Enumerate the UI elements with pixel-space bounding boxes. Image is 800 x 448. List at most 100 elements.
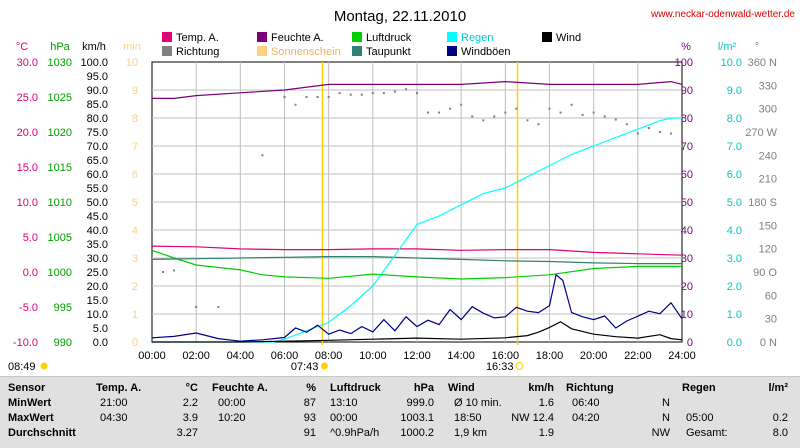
richtung-point — [526, 119, 529, 122]
time-tick-label: 06:00 — [271, 350, 299, 362]
richtung-point — [360, 93, 363, 96]
feuchte-a-line — [152, 80, 683, 100]
temp-tick-label: 25.0 — [17, 92, 38, 104]
header-direction: Richtung — [566, 382, 614, 394]
legend: Temp. A. Feuchte A. Luftdruck Regen Wind Rich… — [162, 32, 581, 58]
direction-tick-label: 330 — [759, 80, 777, 92]
richtung-point — [559, 111, 562, 114]
temp-value: 3.27 — [176, 427, 198, 439]
temp-tick-label: -10.0 — [13, 337, 38, 349]
sun-tick-label: 9 — [132, 85, 138, 97]
wind-time: Ø 10 min. — [454, 397, 502, 409]
richtung-point — [173, 269, 176, 272]
richtung-point — [614, 118, 617, 121]
sunshine-hours-label: 08:49 — [8, 361, 36, 373]
sun-tick-label: 1 — [132, 309, 138, 321]
pressure-value: 1003.1 — [400, 412, 434, 424]
richtung-point — [371, 92, 374, 95]
axes: 30.025.020.015.010.05.00.0-5.0-10.010301… — [8, 41, 778, 373]
direction-value: N — [662, 397, 670, 409]
time-tick-label: 20:00 — [580, 350, 608, 362]
legend-label: Wind — [556, 32, 581, 44]
wind-axis-unit: km/h — [82, 41, 106, 53]
sun-tick-label: 6 — [132, 169, 138, 181]
sunset-icon — [515, 362, 524, 370]
direction-tick-label: 150 — [759, 220, 777, 232]
weather-chart: Montag, 22.11.2010 www.neckar-odenwald-w… — [8, 8, 795, 373]
rain-tick-label: 0.0 — [727, 337, 742, 349]
legend-swatch — [447, 32, 457, 42]
humidity-tick-label: 30 — [681, 253, 693, 265]
temp-time: 21:00 — [100, 397, 128, 409]
legend-label: Windböen — [461, 46, 511, 58]
wind-tick-label: 65.0 — [87, 155, 108, 167]
wind-tick-label: 95.0 — [87, 71, 108, 83]
richtung-point — [570, 103, 573, 106]
richtung-point — [647, 127, 650, 130]
humidity-tick-label: 0 — [687, 337, 693, 349]
humidity-value: 91 — [303, 427, 316, 439]
wind-tick-label: 50.0 — [87, 197, 108, 209]
wind-time: 18:50 — [454, 412, 482, 424]
pressure-tick-label: 1010 — [48, 197, 72, 209]
pressure-tick-label: 1020 — [48, 127, 72, 139]
richtung-point — [681, 131, 683, 133]
legend-label: Luftdruck — [366, 32, 412, 44]
row-label: MaxWert — [8, 412, 54, 424]
pressure-time: ^0.9hPa/h — [330, 427, 380, 439]
richtung-point — [438, 111, 441, 114]
wind-tick-label: 15.0 — [87, 295, 108, 307]
rain-tick-label: 7.0 — [727, 141, 742, 153]
rain-tick-label: 1.0 — [727, 309, 742, 321]
time-tick-label: 12:00 — [403, 350, 431, 362]
humidity-tick-label: 70 — [681, 141, 693, 153]
direction-tick-label: 60 — [765, 290, 777, 302]
rain-tick-label: 10.0 — [721, 57, 742, 69]
header-humidity: Feuchte A. — [212, 382, 268, 394]
rain-tick-label: 4.0 — [727, 225, 742, 237]
direction-tick-label: 0 N — [760, 337, 777, 349]
header-wind-unit: km/h — [528, 382, 554, 394]
direction-tick-label: 180 S — [748, 197, 777, 209]
richtung-point — [316, 96, 319, 98]
richtung-point — [471, 115, 474, 118]
temp-tick-label: -5.0 — [19, 302, 38, 314]
richtung-point — [460, 103, 463, 106]
richtung-point — [537, 123, 540, 126]
richtung-point — [393, 90, 396, 93]
humidity-value: 87 — [303, 397, 316, 409]
header-rain: Regen — [682, 382, 716, 394]
richtung-point — [625, 123, 628, 126]
wind-tick-label: 85.0 — [87, 99, 108, 111]
richtung-point — [404, 88, 407, 91]
wind-tick-label: 20.0 — [87, 281, 108, 293]
sun-tick-label: 4 — [132, 225, 138, 237]
legend-label: Feuchte A. — [271, 32, 324, 44]
legend-label: Richtung — [176, 46, 219, 58]
wind-value: NW 12.4 — [511, 412, 554, 424]
richtung-point — [261, 154, 264, 157]
legend-swatch — [162, 46, 172, 56]
wind-tick-label: 100.0 — [80, 57, 108, 69]
row-label: MinWert — [8, 397, 52, 409]
direction-tick-label: 270 W — [745, 127, 777, 139]
temp-tick-label: 0.0 — [23, 267, 38, 279]
temp-axis-unit: °C — [16, 41, 28, 53]
time-tick-label: 04:00 — [227, 350, 255, 362]
humidity-time: 00:00 — [218, 397, 246, 409]
site-url: www.neckar-odenwald-wetter.de — [650, 9, 795, 20]
time-tick-label: 24:00 — [668, 350, 696, 362]
wind-tick-label: 0.0 — [93, 337, 108, 349]
humidity-time: 10:20 — [218, 412, 246, 424]
temp-tick-label: 15.0 — [17, 162, 38, 174]
time-tick-label: 08:00 — [315, 350, 343, 362]
rain-tick-label: 6.0 — [727, 169, 742, 181]
wind-tick-label: 70.0 — [87, 141, 108, 153]
pressure-tick-label: 995 — [54, 302, 72, 314]
richtung-point — [581, 113, 584, 116]
sun-tick-label: 7 — [132, 141, 138, 153]
humidity-value: 93 — [303, 412, 316, 424]
legend-label: Temp. A. — [176, 32, 219, 44]
time-tick-label: 16:00 — [492, 350, 520, 362]
sunrise-label: 07:43 — [291, 361, 319, 373]
